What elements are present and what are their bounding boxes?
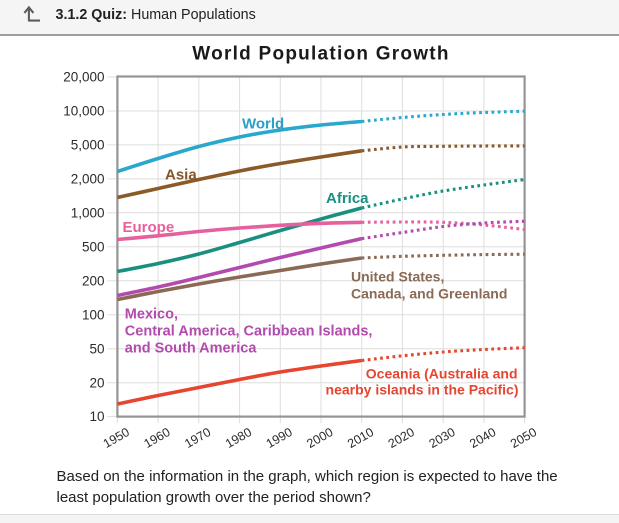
svg-text:20,000: 20,000 — [63, 70, 104, 85]
svg-text:20: 20 — [89, 375, 104, 390]
svg-text:1980: 1980 — [223, 425, 254, 451]
svg-text:200: 200 — [82, 273, 105, 288]
svg-text:Africa: Africa — [326, 190, 369, 207]
svg-text:1990: 1990 — [264, 425, 295, 451]
svg-text:nearby islands in the Pacific): nearby islands in the Pacific) — [326, 382, 519, 398]
svg-text:World Population Growth: World Population Growth — [192, 44, 449, 65]
svg-text:10,000: 10,000 — [63, 104, 104, 119]
svg-text:2020: 2020 — [386, 425, 417, 451]
svg-text:and South America: and South America — [125, 341, 258, 357]
svg-text:2,000: 2,000 — [71, 171, 105, 186]
svg-text:50: 50 — [89, 341, 104, 356]
svg-text:1,000: 1,000 — [71, 205, 105, 220]
svg-text:1960: 1960 — [142, 425, 173, 451]
svg-text:1950: 1950 — [101, 425, 132, 451]
svg-text:2040: 2040 — [467, 425, 498, 451]
svg-text:Central America, Caribbean Isl: Central America, Caribbean Islands, — [125, 324, 373, 340]
svg-text:2000: 2000 — [304, 425, 335, 451]
svg-text:World: World — [242, 116, 284, 133]
svg-text:1970: 1970 — [182, 425, 213, 451]
svg-text:2030: 2030 — [427, 425, 458, 451]
svg-text:Europe: Europe — [123, 219, 175, 236]
svg-text:100: 100 — [82, 307, 105, 322]
svg-text:United States,: United States, — [351, 269, 444, 285]
svg-text:5,000: 5,000 — [71, 137, 105, 152]
svg-text:Asia: Asia — [165, 167, 197, 184]
svg-text:Canada, and Greenland: Canada, and Greenland — [351, 286, 507, 302]
svg-text:10: 10 — [89, 409, 104, 424]
svg-text:Oceania (Australia and: Oceania (Australia and — [366, 366, 518, 382]
svg-text:Mexico,: Mexico, — [125, 307, 178, 323]
svg-text:2010: 2010 — [345, 425, 376, 451]
svg-text:500: 500 — [82, 239, 105, 254]
svg-text:2050: 2050 — [508, 425, 539, 451]
